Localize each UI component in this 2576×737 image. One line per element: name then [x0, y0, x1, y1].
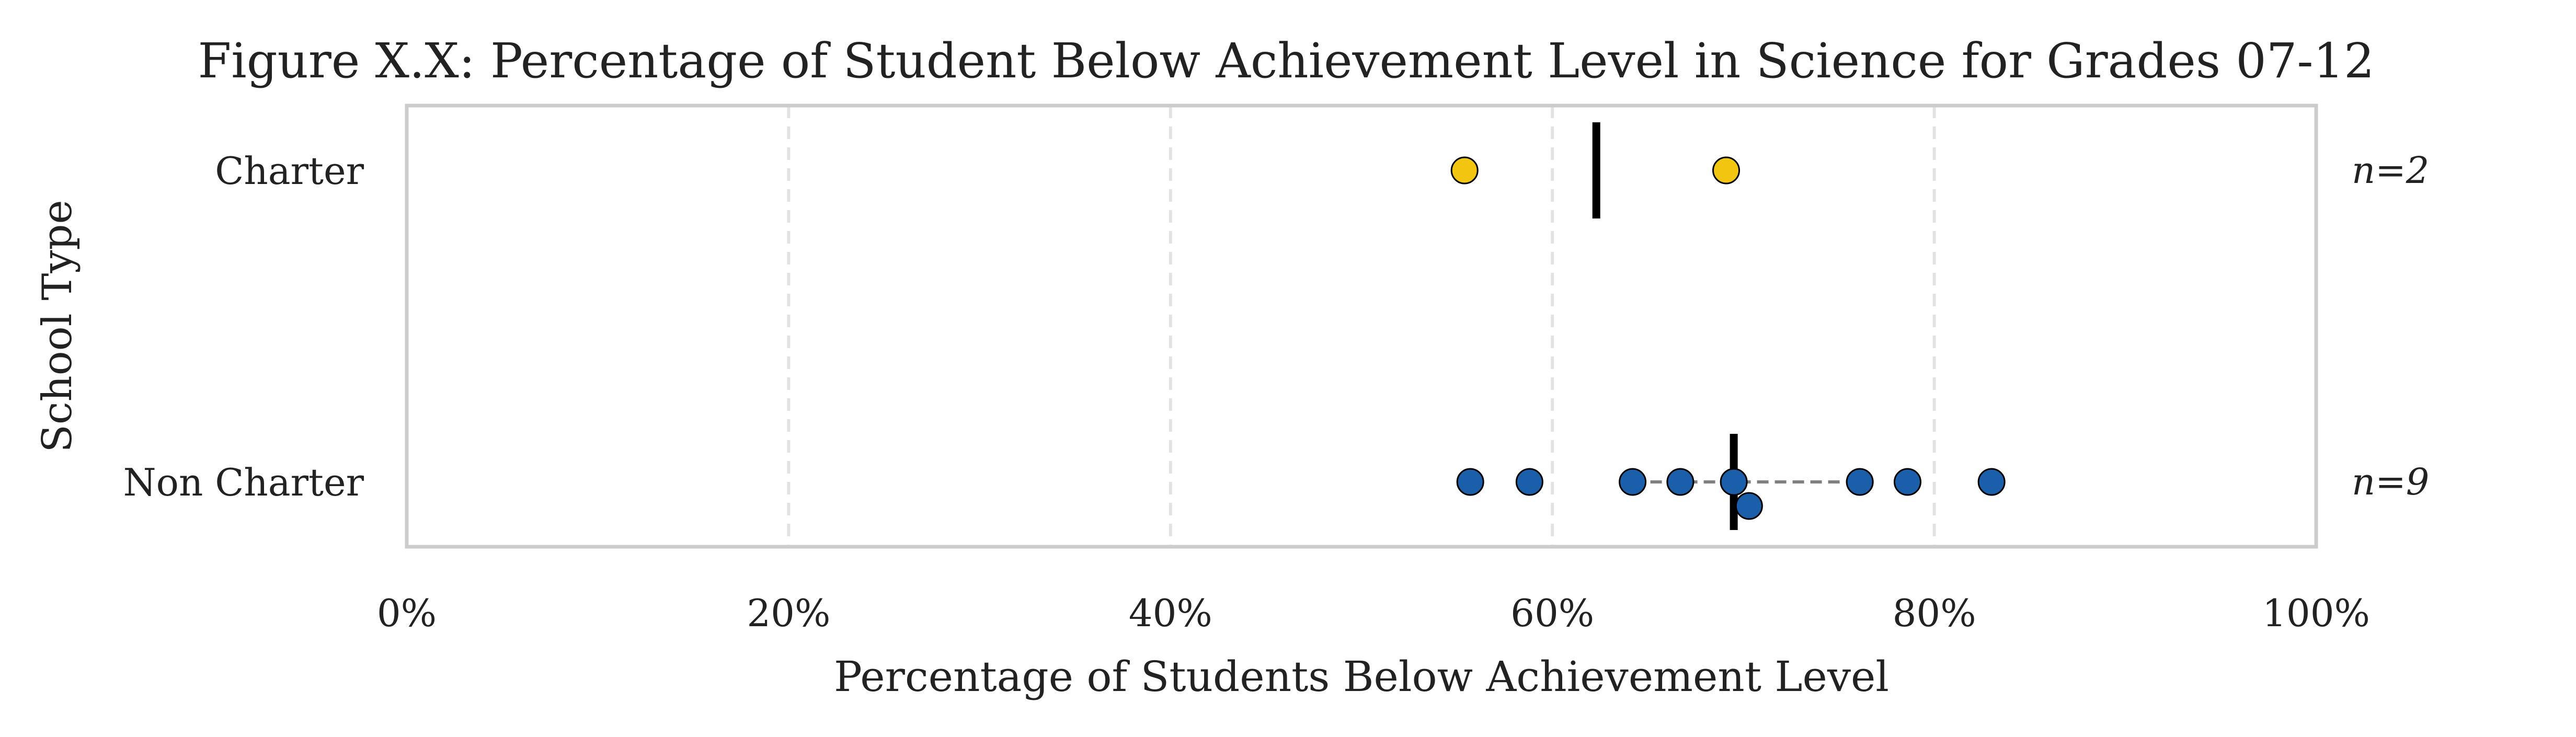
x-tick-label: 40%: [1129, 591, 1212, 635]
x-tick-label: 60%: [1510, 591, 1594, 635]
data-point: [1735, 492, 1763, 520]
data-point: [1456, 468, 1484, 496]
x-tick-label: 20%: [747, 591, 830, 635]
n-labels: n=2 n=9: [2352, 149, 2429, 503]
data-point: [1712, 156, 1741, 185]
y-category-label: Charter: [215, 149, 364, 193]
data-point: [1846, 468, 1874, 496]
data-marks: [1450, 122, 2006, 530]
x-tick-label: 80%: [1893, 591, 1976, 635]
x-tick-label: 100%: [2262, 591, 2370, 635]
y-category-label: Non Charter: [123, 460, 364, 504]
grid-lines: [787, 106, 1936, 547]
chart-title: Figure X.X: Percentage of Student Below …: [198, 33, 2374, 89]
data-point: [1720, 468, 1748, 496]
data-point: [1666, 468, 1695, 496]
n-label: n=9: [2352, 460, 2429, 503]
plot-frame: [405, 103, 2318, 549]
x-axis-label: Percentage of Students Below Achievement…: [834, 652, 1889, 701]
data-point: [1450, 156, 1479, 185]
x-tick-labels: 0% 20% 40% 60% 80% 100%: [377, 591, 2370, 635]
y-category-labels: Charter Non Charter: [123, 149, 364, 504]
data-point: [1515, 468, 1543, 496]
y-axis-label: School Type: [34, 200, 81, 452]
data-point: [1977, 468, 2006, 496]
data-point: [1619, 468, 1647, 496]
data-point: [1893, 468, 1921, 496]
x-tick-label: 0%: [377, 591, 437, 635]
n-label: n=2: [2352, 149, 2429, 192]
